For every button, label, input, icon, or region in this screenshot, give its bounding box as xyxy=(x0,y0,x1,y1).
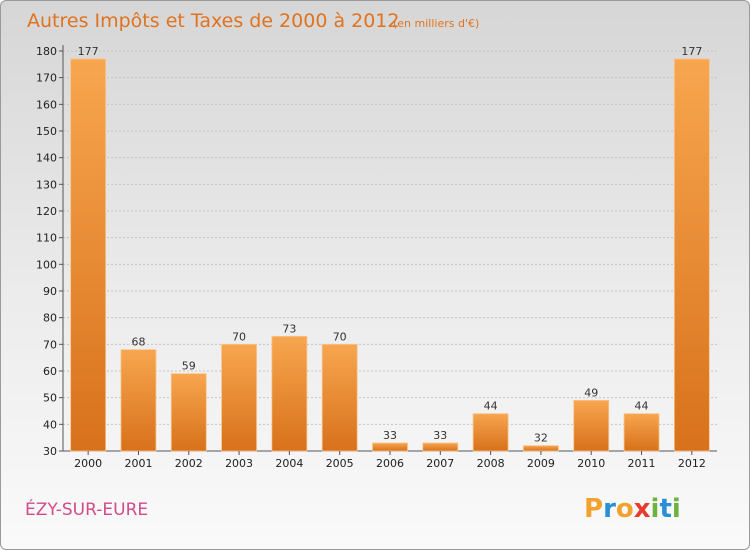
value-label-2004: 73 xyxy=(282,322,296,335)
bar-2002 xyxy=(170,373,207,452)
value-labels: 177 68 59 70 73 70 33 33 44 32 49 44 177 xyxy=(78,45,703,445)
value-label-2002: 59 xyxy=(182,360,196,373)
y-tick-label: 130 xyxy=(36,178,57,191)
value-label-2008: 44 xyxy=(484,400,498,413)
y-tick-label: 70 xyxy=(43,338,57,351)
y-tick-label: 140 xyxy=(36,152,57,165)
logo-letter: x xyxy=(634,494,651,524)
y-tick-labels: 30 40 50 60 70 80 90 100 110 120 130 140 150 160 170 18… xyxy=(36,45,57,458)
value-label-2009: 32 xyxy=(534,432,548,445)
x-tick-label: 2007 xyxy=(426,457,454,470)
bars xyxy=(70,58,710,452)
x-tick-label: 2005 xyxy=(326,457,354,470)
bar-2008 xyxy=(472,413,509,452)
y-tick-label: 60 xyxy=(43,365,57,378)
bar-2010 xyxy=(573,399,610,452)
bar-2005 xyxy=(321,343,358,452)
chart-title: Autres Impôts et Taxes de 2000 à 2012 xyxy=(27,10,400,32)
value-label-2006: 33 xyxy=(383,429,397,442)
y-tick-label: 150 xyxy=(36,125,57,138)
y-tick-label: 50 xyxy=(43,392,57,405)
axes xyxy=(62,45,717,452)
logo-letter: i xyxy=(651,494,660,524)
bar-2006 xyxy=(372,442,408,452)
bar-2001 xyxy=(120,349,157,452)
y-tick-label: 180 xyxy=(36,45,57,58)
x-tick-label: 2003 xyxy=(225,457,253,470)
y-tick-label: 100 xyxy=(36,258,57,271)
value-label-2001: 68 xyxy=(131,336,145,349)
bar-2003 xyxy=(221,343,257,452)
bar-2007 xyxy=(422,442,459,452)
chart-subtitle: (en milliers d'€) xyxy=(393,17,479,30)
value-label-2000: 177 xyxy=(78,45,99,58)
grid-lines xyxy=(59,50,717,452)
value-label-2005: 70 xyxy=(333,330,347,343)
bar-2011 xyxy=(623,413,660,452)
y-tick-label: 170 xyxy=(36,72,57,85)
x-tick-label: 2009 xyxy=(527,457,555,470)
logo-letter: o xyxy=(616,494,634,524)
y-tick-label: 80 xyxy=(43,312,57,325)
bar-2000 xyxy=(70,58,107,452)
x-tick-label: 2010 xyxy=(577,457,605,470)
value-label-2012: 177 xyxy=(681,45,702,58)
x-tick-label: 2001 xyxy=(124,457,152,470)
x-tick-label: 2012 xyxy=(678,457,706,470)
value-label-2007: 33 xyxy=(433,429,447,442)
logo-letter: r xyxy=(603,494,616,524)
y-tick-label: 90 xyxy=(43,285,57,298)
logo-letter: P xyxy=(584,494,603,524)
x-tick-label: 2000 xyxy=(74,457,102,470)
x-tick-label: 2011 xyxy=(628,457,656,470)
x-tick-label: 2002 xyxy=(175,457,203,470)
x-tick-labels: 2000 2001 2002 2003 2004 2005 2006 2007 2008 2009… xyxy=(74,451,706,470)
x-tick-label: 2006 xyxy=(376,457,404,470)
y-tick-label: 160 xyxy=(36,98,57,111)
y-tick-label: 120 xyxy=(36,205,57,218)
value-label-2011: 44 xyxy=(635,400,649,413)
commune-name: ÉZY-SUR-EURE xyxy=(25,498,148,520)
y-tick-label: 110 xyxy=(36,232,57,245)
y-tick-label: 30 xyxy=(43,445,57,458)
value-label-2003: 70 xyxy=(232,330,246,343)
bar-2012 xyxy=(673,58,710,452)
x-tick-label: 2004 xyxy=(275,457,303,470)
proxiti-logo: Proxiti xyxy=(584,494,681,524)
bar-2009 xyxy=(523,445,559,452)
y-tick-label: 40 xyxy=(43,418,57,431)
value-label-2010: 49 xyxy=(584,386,598,399)
x-tick-label: 2008 xyxy=(477,457,505,470)
logo-letter: t xyxy=(659,494,671,524)
logo-letter: i xyxy=(672,494,681,524)
bar-2004 xyxy=(271,335,308,452)
